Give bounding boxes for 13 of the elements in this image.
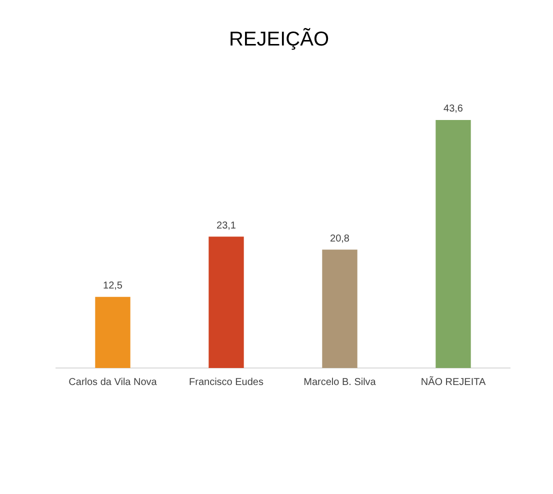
data-label: 43,6 <box>444 104 464 115</box>
bar <box>322 250 358 368</box>
bar <box>95 296 130 368</box>
x-tick-label: Marcelo B. Silva <box>304 376 376 388</box>
x-tick-label: Carlos da Vila Nova <box>68 376 158 388</box>
bar <box>208 236 244 368</box>
chart-title: REJEIÇÃO <box>228 28 330 51</box>
data-label: 12,5 <box>103 280 123 292</box>
bar <box>436 120 471 368</box>
x-tick-label: NÃO REJEITA <box>420 376 486 388</box>
data-label: 20,8 <box>330 233 350 244</box>
x-tick-label: Francisco Eudes <box>189 376 264 388</box>
data-label: 23,1 <box>216 220 236 232</box>
